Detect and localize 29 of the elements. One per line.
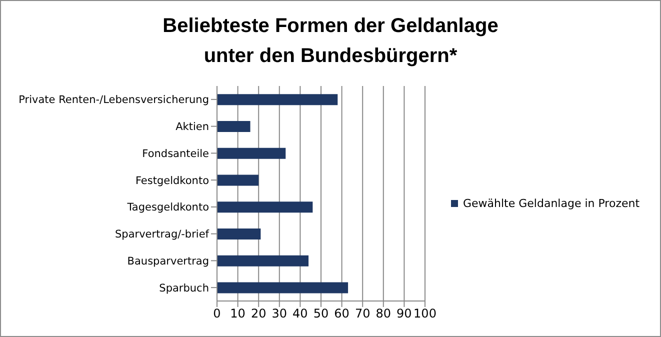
legend-label: Gewählte Geldanlage in Prozent [463,197,640,210]
bar [217,255,309,266]
chart-title: Beliebteste Formen der Geldanlage unter den Bundesbürgern* [162,14,500,69]
y-tick-label: Aktien [176,121,209,134]
y-tick-label: Tagesgeldkonto [126,202,209,214]
y-tick-label: Private Renten-/Lebensversicherung [18,94,209,106]
x-tick-label: 50 [313,306,329,321]
x-tick-label: 30 [272,306,288,321]
x-tick-label: 10 [230,306,246,321]
bar [217,202,313,213]
x-tick-label: 100 [414,306,436,321]
bar [217,174,259,186]
y-tick-label: Sparbuch [159,282,209,294]
bar [217,228,261,240]
x-tick-label: 40 [292,306,308,321]
x-tick-label: 90 [396,306,412,321]
bar [217,120,250,132]
bar [217,148,286,159]
x-tick-label: 70 [354,306,370,321]
y-tick-label: Festgeldkonto [135,174,209,187]
y-tick-label: Sparvertrag/-brief [115,228,210,241]
x-tick-label: 60 [334,306,350,321]
x-tick-label: 0 [213,306,221,321]
bar [217,282,348,294]
x-tick-label: 80 [376,306,392,321]
bar [217,94,338,106]
y-tick-label: Fondsanteile [142,148,209,160]
y-tick-label: Bausparvertrag [127,255,209,268]
x-tick-label: 20 [250,306,266,321]
